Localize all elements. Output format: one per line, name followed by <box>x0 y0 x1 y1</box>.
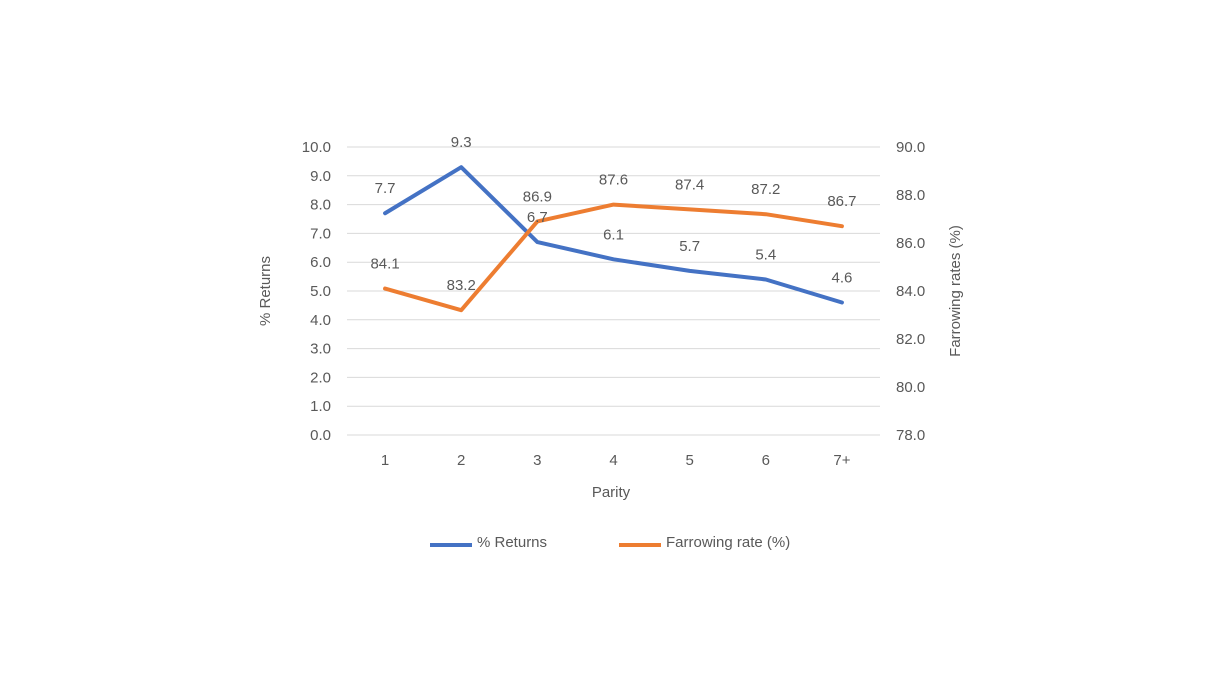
left-tick-label: 10.0 <box>302 139 331 156</box>
x-tick-label: 2 <box>457 452 465 469</box>
right-axis-title: Farrowing rates (%) <box>947 225 964 357</box>
data-label: 86.7 <box>827 193 856 210</box>
data-label: 87.2 <box>751 181 780 198</box>
left-tick-label: 0.0 <box>310 427 331 444</box>
right-tick-label: 78.0 <box>896 427 925 444</box>
right-tick-label: 88.0 <box>896 187 925 204</box>
series-lines <box>383 165 844 313</box>
left-tick-label: 4.0 <box>310 312 331 329</box>
left-tick-label: 1.0 <box>310 398 331 415</box>
x-tick-label: 3 <box>533 452 541 469</box>
x-axis-title: Parity <box>592 484 631 501</box>
left-tick-label: 3.0 <box>310 341 331 358</box>
legend-label: % Returns <box>477 534 547 551</box>
legend-label: Farrowing rate (%) <box>666 534 790 551</box>
x-tick-label: 6 <box>762 452 770 469</box>
data-label: 87.4 <box>675 176 704 193</box>
data-labels: 7.7 9.3 6.7 6.1 5.7 5.4 4.6 84.1 83.2 86.9 87.6 87.… <box>370 134 856 294</box>
left-tick-label: 9.0 <box>310 168 331 185</box>
data-label: 7.7 <box>375 180 396 197</box>
data-label: 6.7 <box>527 209 548 226</box>
right-tick-label: 86.0 <box>896 235 925 252</box>
left-tick-label: 7.0 <box>310 225 331 242</box>
data-label: 5.7 <box>679 238 700 255</box>
x-tick-label: 7+ <box>833 452 850 469</box>
data-label: 9.3 <box>451 134 472 151</box>
data-label: 83.2 <box>447 277 476 294</box>
data-label: 87.6 <box>599 172 628 189</box>
left-tick-label: 8.0 <box>310 197 331 214</box>
data-label: 5.4 <box>755 246 776 263</box>
data-label: 4.6 <box>831 270 852 287</box>
x-axis-ticks: 1 2 3 4 5 6 7+ <box>381 452 851 469</box>
series-line-2 <box>383 202 844 313</box>
x-tick-label: 5 <box>685 452 693 469</box>
x-tick-label: 1 <box>381 452 389 469</box>
right-tick-label: 82.0 <box>896 331 925 348</box>
left-tick-label: 6.0 <box>310 254 331 271</box>
data-label: 6.1 <box>603 226 624 243</box>
left-tick-label: 2.0 <box>310 369 331 386</box>
data-label: 84.1 <box>370 256 399 273</box>
legend: % Returns Farrowing rate (%) <box>430 534 790 551</box>
x-tick-label: 4 <box>609 452 617 469</box>
right-tick-label: 90.0 <box>896 139 925 156</box>
left-axis-title: % Returns <box>257 256 274 326</box>
left-axis-ticks: 0.0 1.0 2.0 3.0 4.0 5.0 6.0 7.0 8.0 9.0 10.0 <box>302 139 331 444</box>
right-tick-label: 80.0 <box>896 379 925 396</box>
right-tick-label: 84.0 <box>896 283 925 300</box>
right-axis-ticks: 78.0 80.0 82.0 84.0 86.0 88.0 90.0 <box>896 139 925 444</box>
series-line-1 <box>383 165 844 305</box>
data-label: 86.9 <box>523 188 552 205</box>
left-tick-label: 5.0 <box>310 283 331 300</box>
